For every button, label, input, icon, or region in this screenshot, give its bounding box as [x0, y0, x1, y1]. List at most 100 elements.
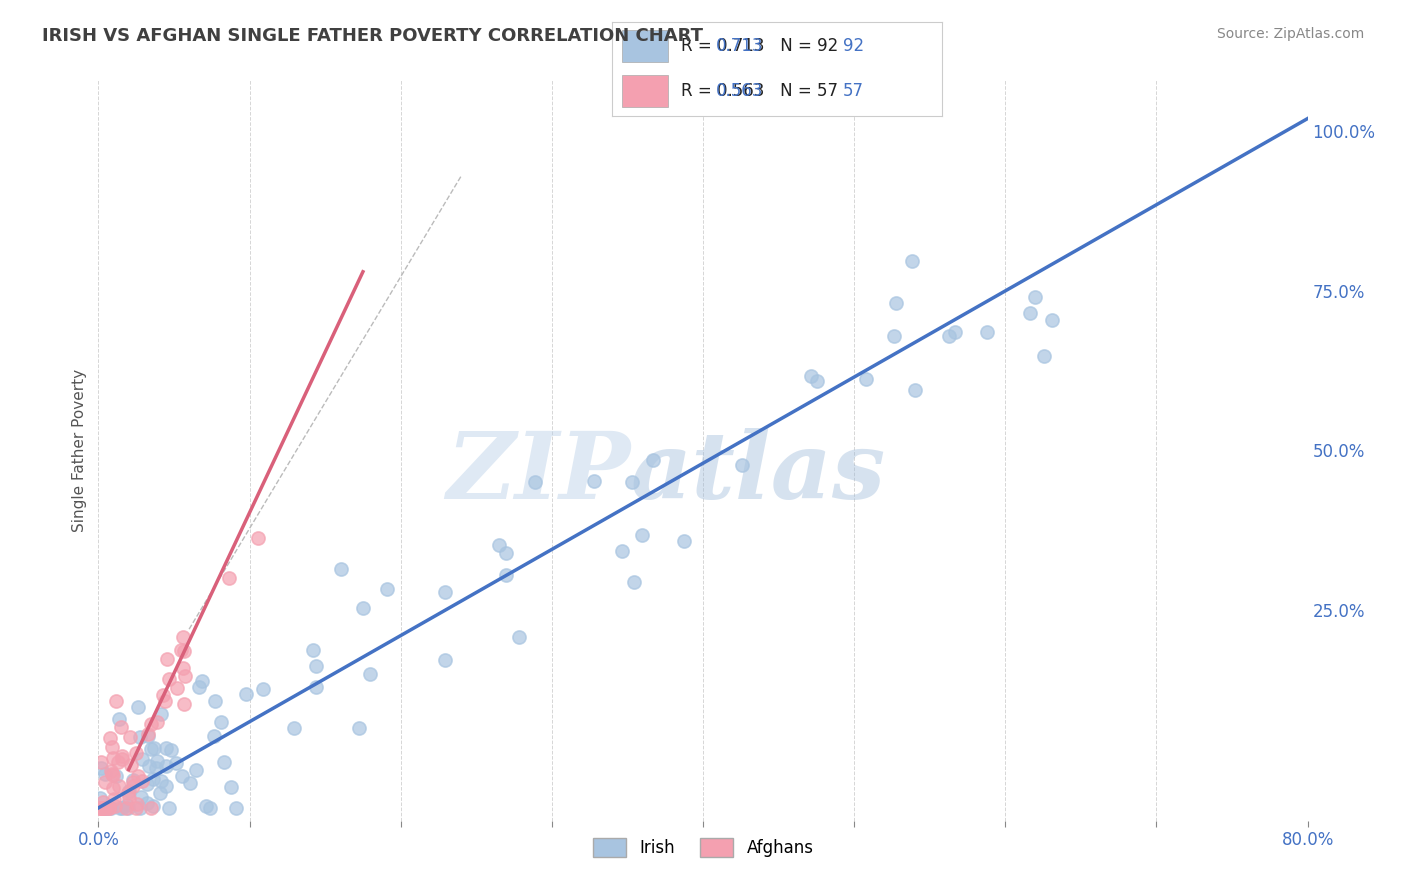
Point [108, 712, 131, 726]
Point [142, 798, 165, 813]
Point [883, 329, 905, 343]
Point [97, 801, 120, 815]
Point [135, 777, 157, 791]
Text: R = 0.713   N = 92: R = 0.713 N = 92 [681, 37, 838, 54]
Point [91, 801, 114, 815]
Point [943, 325, 966, 339]
Point [375, 582, 398, 597]
Point [806, 375, 828, 389]
Point [202, 730, 225, 744]
Point [495, 567, 517, 582]
Point [1024, 290, 1046, 304]
Point [976, 326, 998, 340]
Point [98, 801, 121, 815]
Point [623, 575, 645, 590]
Point [524, 475, 547, 490]
Point [246, 531, 269, 545]
Point [101, 767, 124, 781]
Point [122, 779, 145, 793]
Text: 0.563: 0.563 [716, 82, 763, 100]
Point [152, 688, 174, 702]
Point [118, 790, 141, 805]
Point [94, 775, 117, 789]
Point [219, 780, 242, 795]
Point [146, 754, 169, 768]
Point [91, 801, 114, 815]
Point [125, 801, 148, 815]
Point [121, 773, 143, 788]
Point [434, 653, 457, 667]
Point [118, 784, 141, 798]
Point [305, 659, 328, 673]
Text: IRISH VS AFGHAN SINGLE FATHER POVERTY CORRELATION CHART: IRISH VS AFGHAN SINGLE FATHER POVERTY CO… [42, 27, 703, 45]
Point [1040, 313, 1063, 327]
Point [100, 764, 122, 778]
Text: Source: ZipAtlas.com: Source: ZipAtlas.com [1216, 27, 1364, 41]
Point [156, 652, 179, 666]
Point [225, 801, 247, 815]
Point [128, 730, 150, 744]
Point [488, 538, 510, 552]
Point [141, 717, 163, 731]
Point [190, 673, 212, 688]
Point [103, 768, 125, 782]
Point [127, 700, 149, 714]
Point [139, 741, 162, 756]
Point [305, 680, 328, 694]
Point [118, 730, 141, 744]
Point [330, 561, 353, 575]
Point [90, 801, 112, 815]
Point [170, 769, 193, 783]
Point [94, 801, 117, 815]
Point [173, 697, 195, 711]
Point [347, 721, 370, 735]
Point [433, 585, 456, 599]
Point [103, 792, 125, 806]
Point [125, 746, 148, 760]
Point [174, 669, 197, 683]
Point [89, 790, 111, 805]
Point [184, 763, 207, 777]
Point [142, 772, 165, 787]
Point [1019, 306, 1042, 320]
Point [157, 672, 180, 686]
Y-axis label: Single Father Poverty: Single Father Poverty [72, 369, 87, 532]
Point [89, 801, 111, 815]
Point [172, 661, 194, 675]
Point [643, 453, 665, 467]
Point [94, 801, 117, 815]
Point [153, 694, 176, 708]
Point [136, 730, 159, 744]
Point [131, 751, 153, 765]
Point [886, 296, 908, 310]
Point [621, 475, 644, 490]
Point [855, 372, 877, 386]
Point [107, 755, 129, 769]
Point [187, 680, 209, 694]
Point [110, 720, 132, 734]
Point [938, 328, 960, 343]
Point [150, 773, 173, 788]
Point [100, 801, 122, 815]
Text: 0.713: 0.713 [716, 37, 763, 54]
Text: 92: 92 [844, 37, 865, 54]
Point [610, 544, 633, 558]
Point [904, 383, 927, 397]
Point [98, 731, 121, 745]
Point [114, 801, 136, 815]
Point [127, 797, 149, 812]
Point [105, 769, 128, 783]
Point [103, 781, 125, 796]
Point [508, 631, 530, 645]
Point [283, 721, 305, 735]
Point [166, 681, 188, 696]
Point [731, 458, 754, 472]
Point [495, 546, 517, 560]
Point [155, 758, 177, 772]
Point [159, 743, 181, 757]
Point [121, 775, 143, 789]
Point [145, 761, 167, 775]
Point [672, 534, 695, 549]
Point [89, 801, 111, 815]
Point [214, 755, 236, 769]
